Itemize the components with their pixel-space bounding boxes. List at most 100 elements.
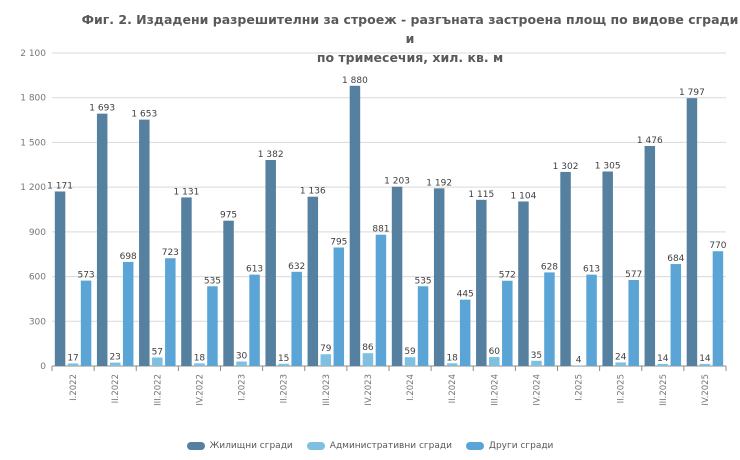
data-label: 1 653	[131, 110, 157, 120]
bar	[586, 274, 597, 366]
y-tick-label: 2 100	[20, 49, 46, 59]
data-label: 535	[204, 276, 221, 286]
bar	[489, 357, 500, 366]
data-label: 613	[583, 265, 600, 275]
data-label: 628	[541, 262, 558, 272]
bar	[139, 119, 150, 366]
data-label: 1 203	[384, 177, 410, 187]
chart-title-line-2: по тримесечия, хил. кв. м	[316, 50, 504, 65]
bar	[249, 274, 260, 366]
bar	[602, 171, 613, 366]
x-tick-label: III.2022	[153, 374, 163, 406]
bar	[362, 353, 374, 366]
bar	[573, 365, 584, 366]
chart-title: Фиг. 2. Издадени разрешителни за строеж …	[80, 10, 740, 67]
x-tick-label: IV.2023	[364, 374, 374, 406]
bar	[54, 191, 66, 366]
x-tick-label: I.2024	[406, 374, 416, 401]
bar	[223, 220, 234, 366]
bar	[236, 361, 247, 366]
data-label: 1 797	[679, 88, 705, 98]
data-label: 445	[457, 290, 474, 300]
legend-swatch	[186, 442, 205, 450]
data-label: 1 131	[174, 187, 200, 197]
data-label: 60	[489, 347, 501, 357]
bar	[502, 280, 513, 366]
bar	[96, 113, 108, 366]
legend-swatch	[306, 442, 325, 450]
chart-title-line-1: Фиг. 2. Издадени разрешителни за строеж …	[81, 12, 739, 46]
bar	[404, 357, 416, 366]
data-label: 1 136	[300, 187, 326, 197]
data-label: 723	[162, 248, 179, 258]
bar	[67, 363, 79, 366]
bar	[670, 264, 682, 366]
data-label: 573	[77, 271, 94, 281]
bar	[320, 354, 332, 366]
bar	[109, 362, 121, 366]
legend-label: Други сгради	[488, 441, 554, 451]
legend-label: Жилищни сгради	[209, 441, 293, 451]
bar	[265, 160, 276, 366]
bar	[80, 280, 92, 366]
bar	[349, 85, 361, 367]
data-label: 1 171	[47, 181, 73, 191]
x-tick-label: IV.2022	[195, 374, 205, 406]
data-label: 14	[699, 354, 711, 364]
bar	[699, 363, 711, 366]
data-label: 770	[709, 241, 726, 251]
data-label: 975	[220, 211, 237, 221]
chart-legend: Жилищни сгради Административни сгради Друг…	[0, 441, 740, 451]
bar	[307, 196, 319, 366]
x-tick-label: III.2023	[322, 374, 332, 406]
x-tick-label: II.2022	[111, 374, 121, 403]
bar	[531, 360, 542, 366]
legend-label: Административни сгради	[329, 441, 452, 451]
data-label: 1 302	[553, 162, 579, 172]
bar	[657, 363, 669, 366]
bar	[152, 357, 163, 366]
legend-item: Други сгради	[465, 441, 554, 451]
data-label: 17	[67, 353, 78, 363]
bar	[278, 363, 289, 366]
bar	[207, 286, 218, 366]
x-tick-label: II.2025	[617, 374, 627, 403]
data-label: 1 693	[89, 104, 115, 114]
data-label: 79	[320, 344, 332, 354]
bar	[333, 247, 345, 366]
x-tick-label: II.2023	[280, 374, 290, 403]
data-label: 18	[446, 353, 458, 363]
data-label: 535	[414, 276, 431, 286]
bar	[165, 258, 176, 366]
bar	[194, 363, 205, 366]
data-label: 684	[667, 254, 684, 264]
x-tick-label: III.2024	[490, 374, 500, 406]
bar	[391, 186, 403, 366]
bar	[433, 188, 445, 366]
data-label: 57	[152, 348, 163, 358]
data-label: 4	[576, 355, 582, 365]
data-label: 1 880	[342, 76, 368, 86]
y-tick-label: 0	[40, 362, 46, 372]
data-label: 1 476	[637, 136, 663, 146]
y-tick-label: 1 200	[20, 183, 46, 193]
data-label: 632	[288, 262, 305, 272]
data-label: 698	[120, 252, 137, 262]
data-label: 24	[615, 352, 627, 362]
x-tick-label: IV.2025	[701, 374, 711, 406]
bar	[644, 146, 656, 366]
y-tick-label: 1 800	[20, 94, 46, 104]
data-label: 23	[109, 353, 120, 363]
x-tick-label: I.2025	[575, 374, 585, 401]
bar	[712, 251, 724, 366]
x-tick-label: III.2025	[659, 374, 669, 406]
legend-item: Жилищни сгради	[186, 441, 293, 451]
data-label: 86	[362, 343, 374, 353]
x-tick-label: I.2022	[69, 374, 79, 401]
bar	[615, 362, 626, 366]
y-tick-label: 600	[29, 273, 46, 283]
data-label: 15	[278, 354, 289, 364]
x-tick-label: IV.2024	[532, 374, 542, 406]
legend-item: Административни сгради	[306, 441, 452, 451]
